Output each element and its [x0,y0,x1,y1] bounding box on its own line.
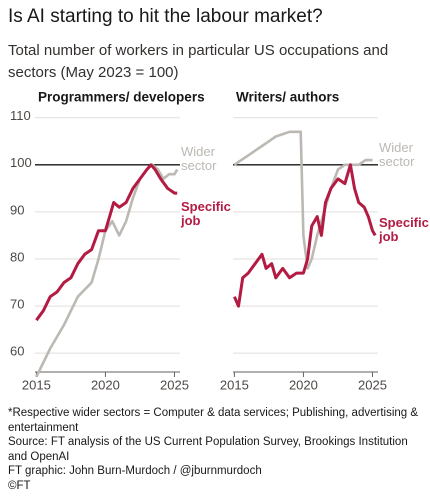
x-tick-label: 2015 [220,377,249,392]
x-tick-label: 2020 [289,377,318,392]
x-tick-label: 2025 [160,377,189,392]
series-label: Wider sector [181,143,217,173]
note: FT graphic: John Burn-Murdoch / @jburnmu… [8,465,262,477]
series-line [233,130,373,270]
y-tick-label: 100 [10,155,32,170]
y-tick-label: 110 [10,108,31,123]
panel-title: Programmers/ developers [38,90,205,105]
series-line [35,163,178,322]
note: Source: FT analysis of the US Current Po… [8,436,408,463]
y-tick-label: 60 [10,344,24,359]
y-tick-label: 90 [10,202,24,217]
charts: Programmers/ developers 60 70 80 90 100 110 201… [10,90,387,393]
series-line [35,163,179,378]
series-label: Wider sector [379,140,415,170]
y-tick-label: 80 [10,249,24,264]
series-line [233,163,377,308]
series-label: Specific job [181,199,231,229]
x-tick-label: 2020 [91,377,120,392]
x-tick-label: 2025 [358,377,387,392]
x-tick-label: 2015 [22,377,51,392]
notes: *Respective wider sectors = Computer & d… [8,406,424,493]
note: ©FT [8,479,31,492]
title: Is AI starting to hit the labour market? [8,6,323,27]
series-label: Specific job [379,215,429,245]
subtitle: Total number of workers in particular US… [8,42,389,81]
panel-title: Writers/ authors [236,90,339,105]
note: *Respective wider sectors = Computer & d… [8,407,419,434]
y-tick-label: 70 [10,297,24,312]
